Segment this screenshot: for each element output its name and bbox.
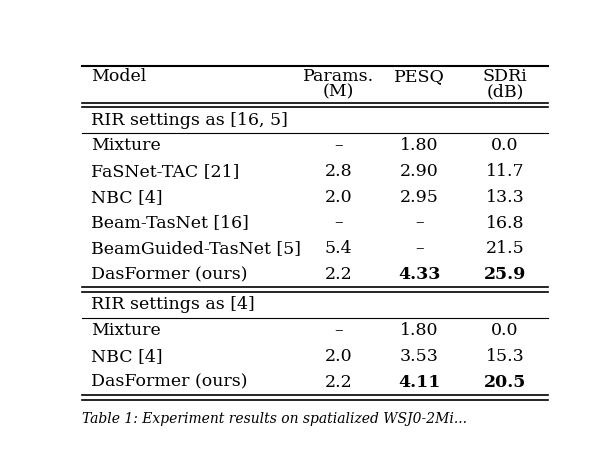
Text: 2.0: 2.0 <box>325 348 352 365</box>
Text: Model: Model <box>91 68 146 85</box>
Text: 11.7: 11.7 <box>486 163 524 180</box>
Text: RIR settings as [16, 5]: RIR settings as [16, 5] <box>91 112 288 129</box>
Text: Table 1: Experiment results on spatialized WSJ0-2Mi...: Table 1: Experiment results on spatializ… <box>82 412 467 426</box>
Text: 25.9: 25.9 <box>484 266 526 283</box>
Text: 1.80: 1.80 <box>400 137 438 154</box>
Text: Mixture: Mixture <box>91 137 161 154</box>
Text: 3.53: 3.53 <box>400 348 439 365</box>
Text: Params.: Params. <box>303 68 374 85</box>
Text: DasFormer (ours): DasFormer (ours) <box>91 374 247 391</box>
Text: –: – <box>334 137 343 154</box>
Text: 0.0: 0.0 <box>491 322 519 339</box>
Text: 2.95: 2.95 <box>400 189 439 206</box>
Text: –: – <box>334 214 343 231</box>
Text: NBC [4]: NBC [4] <box>91 189 163 206</box>
Text: 2.2: 2.2 <box>325 266 352 283</box>
Text: 1.80: 1.80 <box>400 322 438 339</box>
Text: 16.8: 16.8 <box>486 214 524 231</box>
Text: 13.3: 13.3 <box>486 189 524 206</box>
Text: 4.11: 4.11 <box>398 374 441 391</box>
Text: Beam-TasNet [16]: Beam-TasNet [16] <box>91 214 249 231</box>
Text: 20.5: 20.5 <box>484 374 526 391</box>
Text: 15.3: 15.3 <box>486 348 524 365</box>
Text: –: – <box>415 240 424 257</box>
Text: 0.0: 0.0 <box>491 137 519 154</box>
Text: DasFormer (ours): DasFormer (ours) <box>91 266 247 283</box>
Text: FaSNet-TAC [21]: FaSNet-TAC [21] <box>91 163 239 180</box>
Text: RIR settings as [4]: RIR settings as [4] <box>91 296 255 313</box>
Text: SDRi: SDRi <box>483 68 527 85</box>
Text: BeamGuided-TasNet [5]: BeamGuided-TasNet [5] <box>91 240 301 257</box>
Text: (M): (M) <box>323 83 354 100</box>
Text: 2.90: 2.90 <box>400 163 439 180</box>
Text: NBC [4]: NBC [4] <box>91 348 163 365</box>
Text: –: – <box>415 214 424 231</box>
Text: 2.8: 2.8 <box>325 163 352 180</box>
Text: Mixture: Mixture <box>91 322 161 339</box>
Text: (dB): (dB) <box>486 83 524 100</box>
Text: 5.4: 5.4 <box>325 240 352 257</box>
Text: PESQ: PESQ <box>394 68 445 85</box>
Text: 2.0: 2.0 <box>325 189 352 206</box>
Text: 21.5: 21.5 <box>486 240 524 257</box>
Text: –: – <box>334 322 343 339</box>
Text: 2.2: 2.2 <box>325 374 352 391</box>
Text: 4.33: 4.33 <box>398 266 441 283</box>
